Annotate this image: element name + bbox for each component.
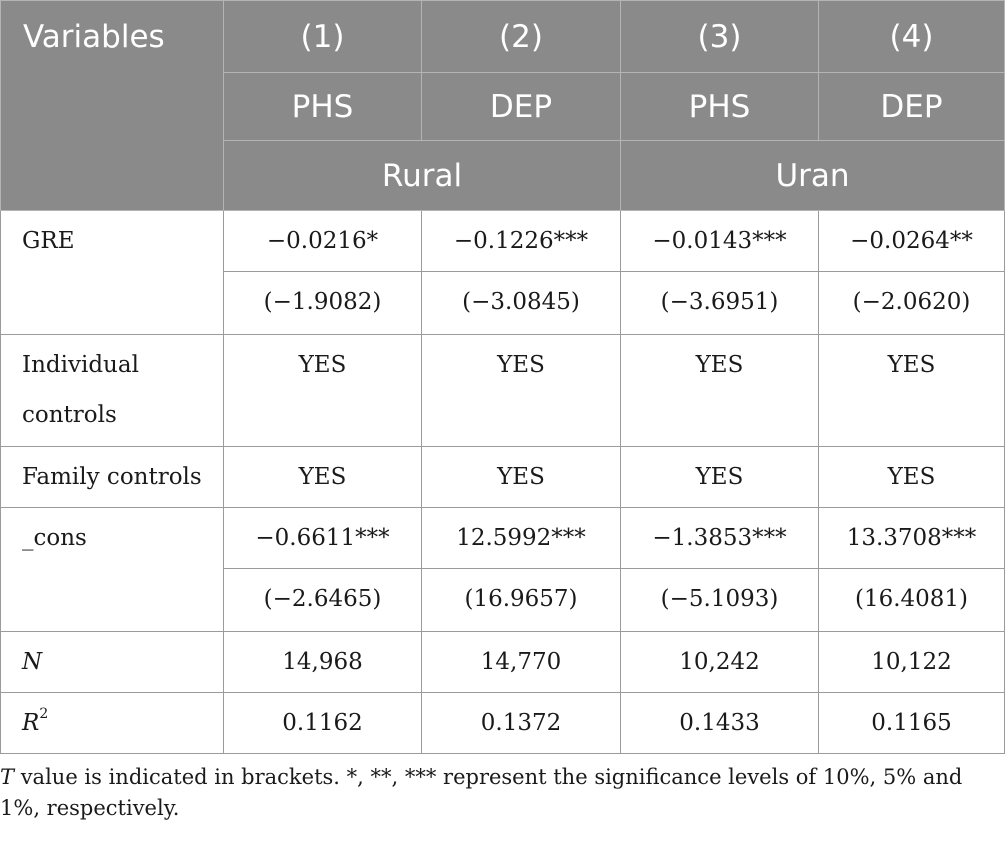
table-body: GRE −0.0216* −0.1226*** −0.0143*** −0.02… (0, 210, 1005, 754)
group-urban: Uran (620, 140, 1005, 211)
r2-val-3: 0.1433 (620, 692, 819, 754)
variables-header: Variables (0, 0, 224, 211)
individual-val-2: YES (421, 334, 621, 447)
table-footnote: T value is indicated in brackets. *, **,… (0, 762, 1000, 824)
table-row-family-controls: Family controls YES YES YES YES (0, 446, 1005, 508)
gre-tval-1: (−1.9082) (223, 271, 422, 335)
gre-tval-2: (−3.0845) (421, 271, 621, 335)
table-row-gre: GRE −0.0216* −0.1226*** −0.0143*** −0.02… (0, 210, 1005, 335)
cons-coef-4: 13.3708*** (818, 507, 1005, 569)
gre-tval-4: (−2.0620) (818, 271, 1005, 335)
gre-coef-4: −0.0264** (818, 210, 1005, 272)
row-label-cons: _cons (0, 507, 224, 632)
family-val-3: YES (620, 446, 819, 508)
gre-coef-1: −0.0216* (223, 210, 422, 272)
table-row-cons-tvalue: (−2.6465) (16.9657) (−5.1093) (16.4081) (1, 568, 1005, 632)
model-number-4: (4) (818, 0, 1005, 73)
footnote-text: value is indicated in brackets. *, **, *… (0, 765, 963, 820)
cons-tval-1: (−2.6465) (223, 568, 422, 632)
family-val-4: YES (818, 446, 1005, 508)
row-label-family-controls: Family controls (0, 446, 224, 508)
table-header: Variables (1) (2) (3) (4) PHS DEP PHS DE… (0, 0, 1005, 211)
individual-val-3: YES (620, 334, 819, 447)
row-label-gre: GRE (0, 210, 224, 335)
dependent-var-3: PHS (620, 72, 819, 141)
cons-coef-1: −0.6611*** (223, 507, 422, 569)
r2-val-2: 0.1372 (421, 692, 621, 754)
individual-val-4: YES (818, 334, 1005, 447)
model-number-1: (1) (223, 0, 422, 73)
model-number-2: (2) (421, 0, 621, 73)
table-row-cons: _cons −0.6611*** 12.5992*** −1.3853*** 1… (0, 507, 1005, 632)
row-label-n: N (0, 631, 224, 693)
gre-tval-3: (−3.6951) (620, 271, 819, 335)
n-val-4: 10,122 (818, 631, 1005, 693)
regression-table: Variables (1) (2) (3) (4) PHS DEP PHS DE… (0, 0, 1005, 754)
row-label-individual-controls: Individual controls (0, 334, 224, 447)
r2-label-sup: 2 (39, 706, 49, 722)
table-row-r2: R2 0.1162 0.1372 0.1433 0.1165 (0, 692, 1005, 754)
dependent-var-1: PHS (223, 72, 422, 141)
r2-val-1: 0.1162 (223, 692, 422, 754)
individual-label-line2: controls (22, 402, 117, 428)
r2-val-4: 0.1165 (818, 692, 1005, 754)
gre-coef-3: −0.0143*** (620, 210, 819, 272)
n-val-2: 14,770 (421, 631, 621, 693)
n-val-3: 10,242 (620, 631, 819, 693)
family-val-2: YES (421, 446, 621, 508)
cons-tval-2: (16.9657) (421, 568, 621, 632)
cons-coef-3: −1.3853*** (620, 507, 819, 569)
model-number-3: (3) (620, 0, 819, 73)
cons-tval-3: (−5.1093) (620, 568, 819, 632)
cons-coef-2: 12.5992*** (421, 507, 621, 569)
table-row-individual-controls: Individual controls YES YES YES YES (0, 334, 1005, 447)
footnote-t-symbol: T (0, 765, 15, 789)
individual-val-1: YES (223, 334, 422, 447)
cons-tval-4: (16.4081) (818, 568, 1005, 632)
table-row-n: N 14,968 14,770 10,242 10,122 (0, 631, 1005, 693)
dependent-var-4: DEP (818, 72, 1005, 141)
r2-label-base: R (22, 710, 40, 736)
family-val-1: YES (223, 446, 422, 508)
individual-label-line1: Individual (22, 352, 139, 378)
gre-coef-2: −0.1226*** (421, 210, 621, 272)
row-label-r2: R2 (0, 692, 224, 754)
dependent-var-2: DEP (421, 72, 621, 141)
group-rural: Rural (223, 140, 621, 211)
n-val-1: 14,968 (223, 631, 422, 693)
